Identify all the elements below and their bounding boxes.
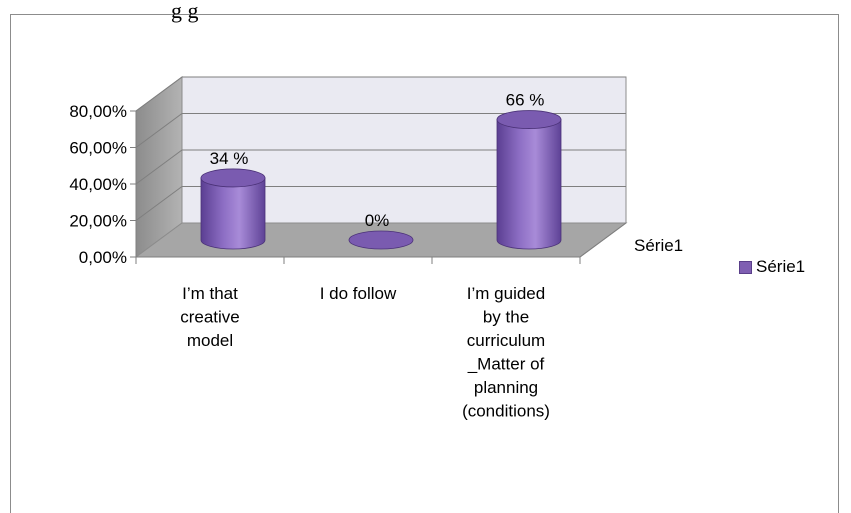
y-tick-label: 20,00%: [69, 212, 127, 231]
data-label: 34 %: [210, 149, 249, 168]
legend-label: Série1: [756, 257, 806, 276]
bar-body: [496, 119, 562, 250]
y-tick-label: 40,00%: [69, 175, 127, 194]
legend: Série1: [739, 257, 805, 277]
legend-swatch: [739, 260, 752, 274]
category-label: I do follow: [320, 284, 397, 303]
bar-0: [200, 168, 266, 250]
category-label: model: [187, 331, 233, 350]
axes: [130, 110, 627, 264]
y-tick-label: 80,00%: [69, 102, 127, 121]
bar-top: [496, 110, 562, 129]
gridline: [135, 186, 626, 221]
y-tick-label: 60,00%: [69, 139, 127, 158]
chart-title-fragment: g g: [171, 0, 199, 23]
bar-2: [496, 110, 562, 250]
bar-top: [348, 230, 414, 250]
category-label: I’m that: [182, 284, 238, 303]
depth-axis-line: [579, 222, 627, 258]
bar-1: [348, 230, 414, 250]
category-label: _Matter of: [467, 355, 545, 374]
chart-frame: g g: [10, 0, 839, 513]
data-label: 0%: [365, 211, 390, 230]
depth-axis-label: Série1: [634, 236, 683, 255]
data-label: 66 %: [506, 91, 545, 110]
category-label: creative: [180, 308, 240, 327]
category-label: (conditions): [462, 402, 550, 421]
gridline: [135, 76, 626, 112]
bars: [200, 110, 562, 250]
gridlines: [135, 76, 626, 221]
category-label: curriculum: [467, 331, 545, 350]
y-tick-label: 0,00%: [79, 248, 127, 267]
category-label: planning: [474, 378, 538, 397]
labels: 0,00% 20,00% 40,00% 60,00% 80,00% Série1 34 % I…: [69, 91, 683, 421]
category-label: by the: [483, 308, 529, 327]
gridline: [135, 149, 626, 185]
gridline: [135, 113, 626, 148]
bar-top: [200, 168, 266, 188]
bar-body: [200, 177, 266, 250]
category-label: I’m guided: [467, 284, 545, 303]
